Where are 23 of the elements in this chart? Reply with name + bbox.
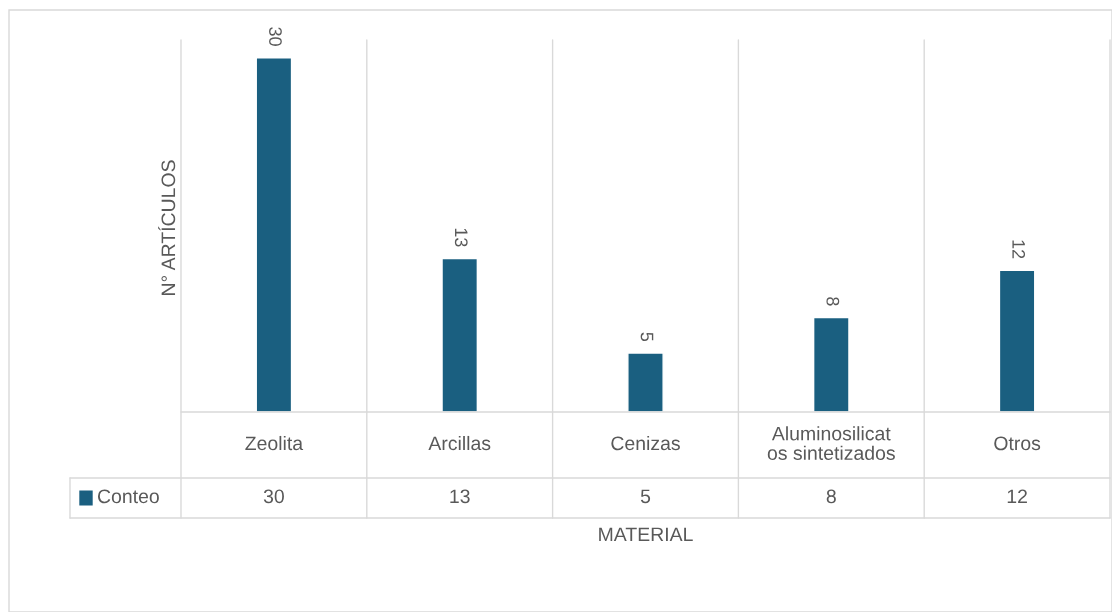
text: 12 bbox=[1007, 489, 1027, 504]
text: 30 bbox=[263, 489, 284, 504]
x-tick-label: Cenizas bbox=[611, 435, 680, 451]
data-label: 5 bbox=[640, 332, 654, 342]
data-label: 8 bbox=[826, 297, 840, 306]
data-label: 30 bbox=[269, 27, 282, 46]
bar bbox=[627, 352, 664, 412]
x-tick-label: Zeolita bbox=[245, 435, 304, 451]
data-label: 12 bbox=[1012, 240, 1026, 259]
bar bbox=[998, 269, 1036, 412]
bar bbox=[812, 316, 850, 412]
text: 13 bbox=[450, 489, 470, 504]
text: 8 bbox=[826, 489, 836, 504]
legend-label: Conteo bbox=[97, 489, 159, 504]
data-label: 13 bbox=[454, 228, 468, 247]
bar bbox=[255, 57, 293, 412]
x-axis-title: MATERIAL bbox=[599, 527, 693, 542]
text: 5 bbox=[640, 489, 651, 504]
y-axis-title: N° ARTÍCULOS bbox=[158, 160, 176, 295]
x-tick-label: Otros bbox=[994, 436, 1041, 451]
x-tick-label: Arcillas bbox=[428, 435, 491, 451]
bar bbox=[441, 257, 479, 412]
x-tick-label: Aluminosilicat os sintetizados bbox=[767, 426, 895, 460]
